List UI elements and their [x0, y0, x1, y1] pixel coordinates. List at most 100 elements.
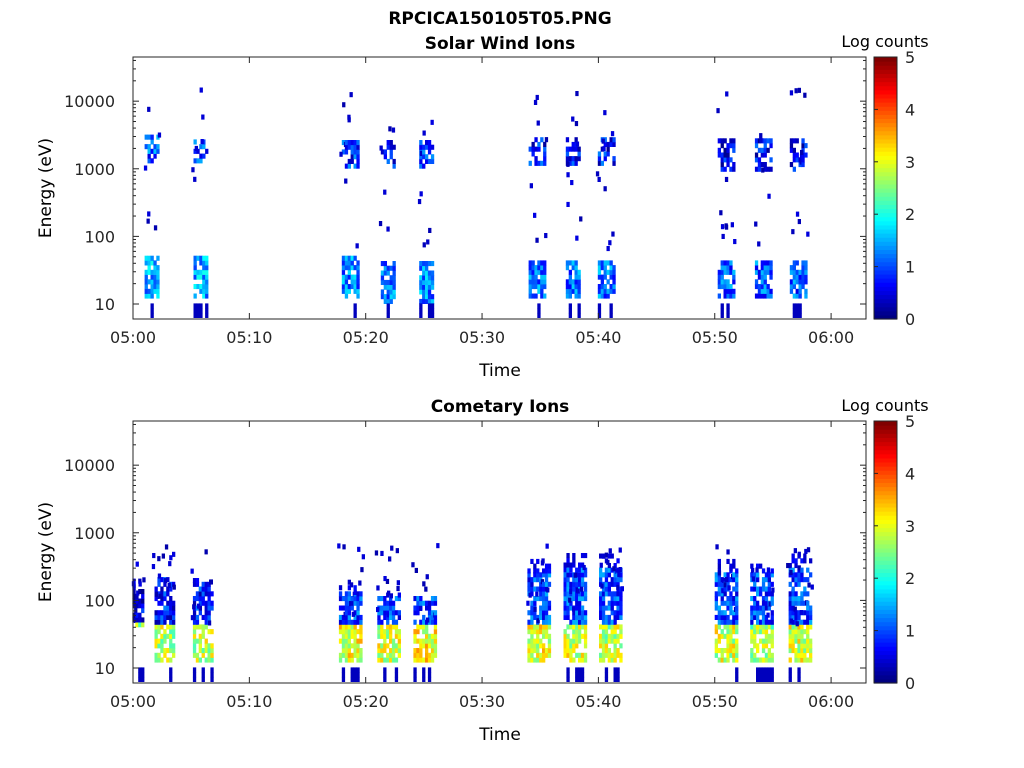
spectrogram-cell [383, 154, 387, 160]
spectrogram-cell [794, 581, 798, 587]
spectrogram-cell [527, 643, 531, 649]
spectrogram-cell [756, 667, 760, 673]
spectrogram-cell [192, 600, 197, 606]
spectrogram-cell [204, 614, 208, 620]
spectrogram-cell [198, 596, 202, 602]
spectrogram-cell [193, 312, 197, 318]
spectrogram-cell [568, 288, 572, 294]
spectrogram-cell [528, 160, 532, 166]
spectrogram-cell [195, 638, 200, 644]
colorbar-swatch [874, 118, 897, 124]
spectrogram-cell [609, 260, 613, 266]
spectrogram-cell [132, 589, 136, 595]
spectrogram-cell [577, 269, 581, 275]
colorbar-swatch [874, 519, 897, 524]
spectrogram-cell [534, 274, 538, 280]
spectrogram-cell [578, 610, 582, 616]
x-tick-label: 05:00 [110, 328, 156, 347]
spectrogram-cell [353, 303, 357, 309]
spectrogram-cell [769, 265, 773, 271]
spectrogram-cell [338, 614, 343, 620]
spectrogram-cell [616, 610, 620, 616]
spectrogram-cell [750, 638, 754, 644]
spectrogram-cell [600, 160, 604, 166]
spectrogram-cell [422, 154, 426, 160]
spectrogram-cell [717, 558, 721, 564]
spectrogram-cell [583, 619, 588, 625]
spectrogram-cell [534, 156, 538, 162]
spectrogram-cell [791, 638, 795, 644]
y-tick-label: 1000 [74, 160, 115, 179]
colorbar-swatch [874, 642, 897, 647]
spectrogram-cell [580, 586, 584, 592]
spectrogram-cell [804, 265, 808, 271]
spectrogram-cell [386, 265, 390, 271]
spectrogram-cell [575, 652, 579, 658]
spectrogram-cell [761, 672, 766, 678]
spectrogram-cell [723, 619, 727, 625]
spectrogram-cell [794, 633, 798, 639]
spectrogram-cell [575, 581, 579, 587]
spectrogram-cell [764, 672, 769, 678]
spectrogram-cell [169, 614, 173, 620]
spectrogram-cell [154, 624, 158, 630]
spectrogram-cell [599, 553, 603, 559]
spectrogram-cell [613, 629, 617, 635]
spectrogram-cell [542, 652, 546, 658]
spectrogram-cell [386, 144, 390, 150]
spectrogram-cell [757, 293, 762, 299]
spectrogram-cell [597, 260, 602, 266]
spectrogram-cell [792, 157, 796, 163]
spectrogram-cell [542, 624, 546, 630]
spectrogram-cell [613, 614, 617, 620]
spectrogram-cell [425, 624, 429, 630]
spectrogram-cell [571, 265, 575, 271]
spectrogram-cell [729, 600, 733, 606]
spectrogram-cell [770, 572, 774, 578]
spectrogram-cell [350, 667, 354, 673]
spectrogram-cell [422, 657, 426, 663]
spectrogram-cell [169, 619, 173, 625]
colorbar-swatch [874, 273, 897, 279]
spectrogram-cell [430, 303, 435, 309]
spectrogram-cell [735, 619, 739, 625]
spectrogram-cell [207, 605, 211, 611]
spectrogram-cell [610, 567, 614, 573]
spectrogram-cell [763, 143, 767, 149]
spectrogram-cell [391, 624, 396, 630]
spectrogram-cell [599, 591, 603, 597]
spectrogram-cell [419, 163, 423, 169]
y-tick-label: 10 [95, 295, 115, 314]
spectrogram-cell [580, 672, 585, 678]
spectrogram-cell [788, 667, 792, 673]
spectrogram-cell [193, 274, 197, 280]
spectrogram-cell [419, 140, 423, 146]
spectrogram-cell [797, 610, 801, 616]
spectrogram-cell [795, 279, 799, 285]
spectrogram-cell [795, 152, 799, 158]
spectrogram-cell [383, 614, 387, 620]
spectrogram-cell [732, 629, 736, 635]
spectrogram-cell [726, 648, 730, 654]
spectrogram-cell [160, 591, 164, 597]
spectrogram-cell [571, 284, 575, 290]
spectrogram-cell [433, 633, 438, 639]
colorbar-swatch [874, 89, 897, 95]
spectrogram-cell [193, 269, 197, 275]
spectrogram-cell [797, 600, 801, 606]
spectrogram-cell [569, 581, 573, 587]
spectrogram-cell [536, 586, 540, 592]
spectrogram-cell [761, 614, 766, 620]
colorbar-swatch [874, 73, 897, 79]
spectrogram-cell [608, 240, 612, 246]
colorbar-swatch [874, 163, 897, 169]
spectrogram-cell [163, 581, 167, 587]
spectrogram-cell [572, 633, 576, 639]
spectrogram-cell [760, 147, 764, 153]
spectrogram-cell [767, 638, 771, 644]
spectrogram-cell [419, 308, 423, 314]
spectrogram-cell [795, 288, 799, 294]
spectrogram-cell [544, 629, 549, 635]
spectrogram-cell [380, 629, 384, 635]
spectrogram-cell [759, 657, 763, 663]
